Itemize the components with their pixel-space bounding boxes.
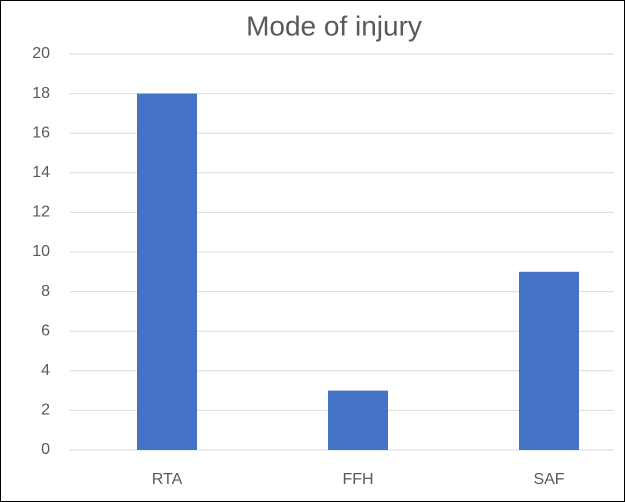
chart-title: Mode of injury bbox=[246, 10, 422, 41]
y-tick-label: 2 bbox=[41, 402, 50, 419]
bar bbox=[137, 93, 197, 450]
y-tick-label: 14 bbox=[32, 164, 50, 181]
y-tick-label: 12 bbox=[32, 204, 50, 221]
x-tick-label: SAF bbox=[533, 471, 564, 488]
y-tick-label: 6 bbox=[41, 322, 50, 339]
x-tick-label: RTA bbox=[152, 471, 183, 488]
y-tick-label: 0 bbox=[41, 441, 50, 458]
bar bbox=[328, 390, 388, 450]
y-tick-label: 20 bbox=[32, 45, 50, 62]
y-tick-label: 10 bbox=[32, 243, 50, 260]
y-tick-label: 18 bbox=[32, 85, 50, 102]
y-tick-label: 8 bbox=[41, 283, 50, 300]
y-tick-label: 16 bbox=[32, 124, 50, 141]
bar bbox=[519, 271, 579, 450]
y-tick-label: 4 bbox=[41, 362, 50, 379]
x-tick-label: FFH bbox=[342, 471, 373, 488]
